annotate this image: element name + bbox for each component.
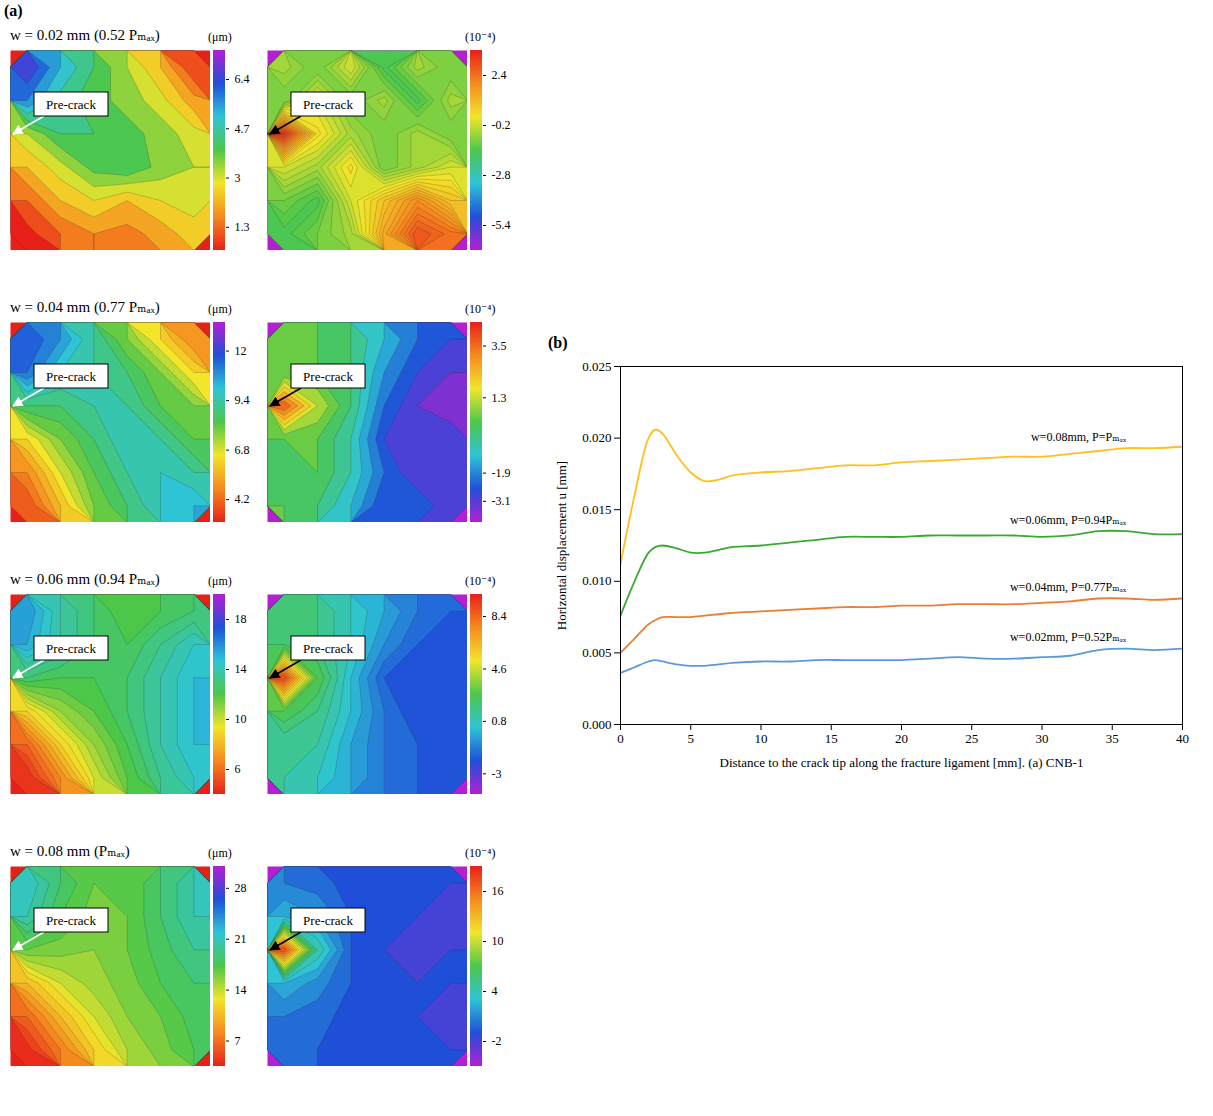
html-text:w = 0.06 mm (0.94 Pₘₐₓ): w = 0.06 mm (0.94 Pₘₐₓ) <box>10 571 160 587</box>
svg-text:-2.8: -2.8 <box>492 168 511 182</box>
svg-text:Pre-crack: Pre-crack <box>46 97 96 112</box>
svg-text:6: 6 <box>235 762 241 776</box>
svg-text:0.000: 0.000 <box>582 717 611 732</box>
svg-text:6.4: 6.4 <box>235 72 250 86</box>
svg-text:-2: -2 <box>492 1034 502 1048</box>
svg-text:18: 18 <box>235 612 247 626</box>
svg-text:10: 10 <box>235 712 247 726</box>
html-text:w = 0.08 mm (Pₘₐₓ): w = 0.08 mm (Pₘₐₓ) <box>10 843 130 859</box>
html-text:(μm): (μm) <box>208 302 232 316</box>
svg-text:-0.2: -0.2 <box>492 118 511 132</box>
svg-text:0.005: 0.005 <box>582 645 611 660</box>
svg-text:16: 16 <box>492 884 504 898</box>
svg-text:4: 4 <box>492 984 498 998</box>
svg-text:0.015: 0.015 <box>582 502 611 517</box>
svg-text:30: 30 <box>1036 731 1049 746</box>
html-text:(10⁻⁴): (10⁻⁴) <box>465 302 496 316</box>
svg-text:14: 14 <box>235 983 247 997</box>
svg-text:1.3: 1.3 <box>492 391 507 405</box>
svg-text:10: 10 <box>492 934 504 948</box>
html-text:w = 0.02 mm (0.52 Pₘₐₓ): w = 0.02 mm (0.52 Pₘₐₓ) <box>10 27 160 43</box>
svg-text:3.5: 3.5 <box>492 339 507 353</box>
svg-text:21: 21 <box>235 932 247 946</box>
svg-text:15: 15 <box>825 731 838 746</box>
svg-text:5: 5 <box>688 731 695 746</box>
svg-text:10: 10 <box>755 731 768 746</box>
svg-text:w=0.06mm, P=0.94Pₘₐₓ: w=0.06mm, P=0.94Pₘₐₓ <box>1010 513 1127 527</box>
svg-text:25: 25 <box>965 731 978 746</box>
html-text:(μm): (μm) <box>208 574 232 588</box>
svg-text:35: 35 <box>1106 731 1119 746</box>
svg-text:4.6: 4.6 <box>492 662 507 676</box>
svg-text:20: 20 <box>895 731 908 746</box>
svg-text:-5.4: -5.4 <box>492 218 511 232</box>
svg-text:4.7: 4.7 <box>235 122 250 136</box>
svg-text:w=0.04mm, P=0.77Pₘₐₓ: w=0.04mm, P=0.77Pₘₐₓ <box>1010 580 1127 594</box>
svg-text:Pre-crack: Pre-crack <box>303 369 353 384</box>
html-text:(10⁻⁴): (10⁻⁴) <box>465 846 496 860</box>
svg-text:-3: -3 <box>492 767 502 781</box>
html-text:(μm): (μm) <box>208 30 232 44</box>
svg-text:Pre-crack: Pre-crack <box>303 913 353 928</box>
svg-text:Horizontal displacement u [mm]: Horizontal displacement u [mm] <box>554 461 569 630</box>
svg-text:-1.9: -1.9 <box>492 466 511 480</box>
svg-text:Pre-crack: Pre-crack <box>46 369 96 384</box>
svg-text:12: 12 <box>235 344 247 358</box>
svg-text:14: 14 <box>235 662 247 676</box>
svg-text:1.3: 1.3 <box>235 220 250 234</box>
svg-text:9.4: 9.4 <box>235 393 250 407</box>
svg-text:0: 0 <box>617 731 624 746</box>
svg-text:Pre-crack: Pre-crack <box>46 913 96 928</box>
svg-text:7: 7 <box>235 1034 241 1048</box>
svg-text:28: 28 <box>235 881 247 895</box>
html-text:(10⁻⁴): (10⁻⁴) <box>465 30 496 44</box>
svg-text:2.4: 2.4 <box>492 68 507 82</box>
html-text:(b): (b) <box>548 334 568 351</box>
html-text:(10⁻⁴): (10⁻⁴) <box>465 574 496 588</box>
svg-text:0.010: 0.010 <box>582 573 611 588</box>
svg-text:0.8: 0.8 <box>492 714 507 728</box>
svg-text:w=0.08mm, P=Pₘₐₓ: w=0.08mm, P=Pₘₐₓ <box>1031 430 1127 444</box>
html-text:(μm): (μm) <box>208 846 232 860</box>
html-text:(a): (a) <box>4 2 23 19</box>
svg-text:0.025: 0.025 <box>582 359 611 374</box>
svg-text:0.020: 0.020 <box>582 430 611 445</box>
svg-text:Pre-crack: Pre-crack <box>303 641 353 656</box>
svg-text:Distance to the crack tip alon: Distance to the crack tip along the frac… <box>720 755 1084 770</box>
svg-text:Pre-crack: Pre-crack <box>303 97 353 112</box>
svg-text:8.4: 8.4 <box>492 609 507 623</box>
svg-text:Pre-crack: Pre-crack <box>46 641 96 656</box>
svg-text:40: 40 <box>1176 731 1189 746</box>
svg-text:3: 3 <box>235 171 241 185</box>
html-text:w = 0.04 mm (0.77 Pₘₐₓ): w = 0.04 mm (0.77 Pₘₐₓ) <box>10 299 160 315</box>
svg-text:w=0.02mm, P=0.52Pₘₐₓ: w=0.02mm, P=0.52Pₘₐₓ <box>1010 630 1127 644</box>
svg-text:4.2: 4.2 <box>235 492 250 506</box>
svg-text:6.8: 6.8 <box>235 443 250 457</box>
svg-text:-3.1: -3.1 <box>492 494 511 508</box>
